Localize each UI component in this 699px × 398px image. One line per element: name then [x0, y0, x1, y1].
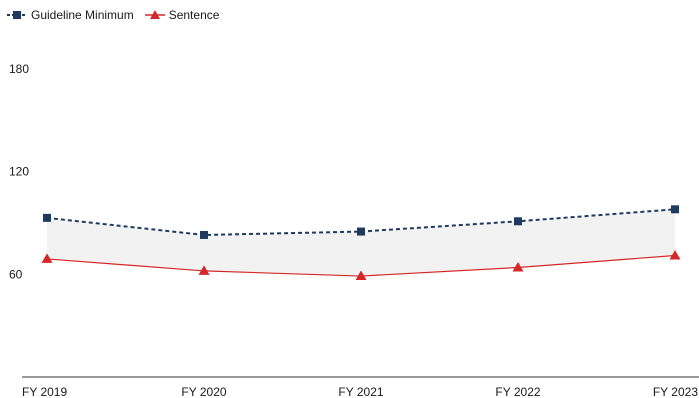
- legend-swatch-sentence: [144, 10, 165, 19]
- tick-label-layer: 60 120 180 FY 2019 FY 2020 FY 2021 FY 2022 FY 2…: [9, 62, 698, 398]
- legend-swatch-guideline-minimum: [7, 11, 27, 19]
- data-point-sentence[interactable]: [198, 265, 210, 275]
- data-point-guideline-minimum[interactable]: [671, 205, 679, 214]
- data-point-sentence[interactable]: [512, 261, 524, 272]
- x-tick-label: FY 2021: [338, 385, 383, 398]
- y-tick-label: 120: [9, 165, 29, 179]
- x-tick-label: FY 2023: [653, 385, 698, 398]
- legend-label-guideline-minimum: Guideline Minimum: [31, 8, 134, 22]
- x-tick-label: FY 2020: [181, 385, 226, 398]
- x-tick-label: FY 2019: [22, 385, 67, 398]
- legend-label-sentence: Sentence: [168, 8, 220, 22]
- legend: Guideline Minimum Sentence: [6, 7, 229, 23]
- data-point-guideline-minimum[interactable]: [43, 213, 51, 222]
- legend-item-sentence[interactable]: Sentence: [144, 7, 220, 23]
- legend-item-guideline-minimum[interactable]: Guideline Minimum: [6, 7, 134, 23]
- y-tick-label: 60: [9, 267, 23, 281]
- series-line-guideline-minimum: [46, 208, 676, 236]
- data-point-guideline-minimum[interactable]: [357, 227, 365, 236]
- shaded-band: [47, 209, 675, 277]
- y-tick-label: 180: [9, 62, 29, 76]
- data-point-sentence[interactable]: [355, 270, 367, 281]
- data-point-guideline-minimum[interactable]: [200, 230, 208, 239]
- x-tick-label: FY 2022: [495, 385, 540, 398]
- shaded-band-layer: [47, 209, 675, 277]
- series-layer: [41, 205, 681, 281]
- data-point-sentence[interactable]: [669, 250, 681, 260]
- data-point-guideline-minimum[interactable]: [514, 217, 522, 226]
- data-point-sentence[interactable]: [41, 253, 53, 263]
